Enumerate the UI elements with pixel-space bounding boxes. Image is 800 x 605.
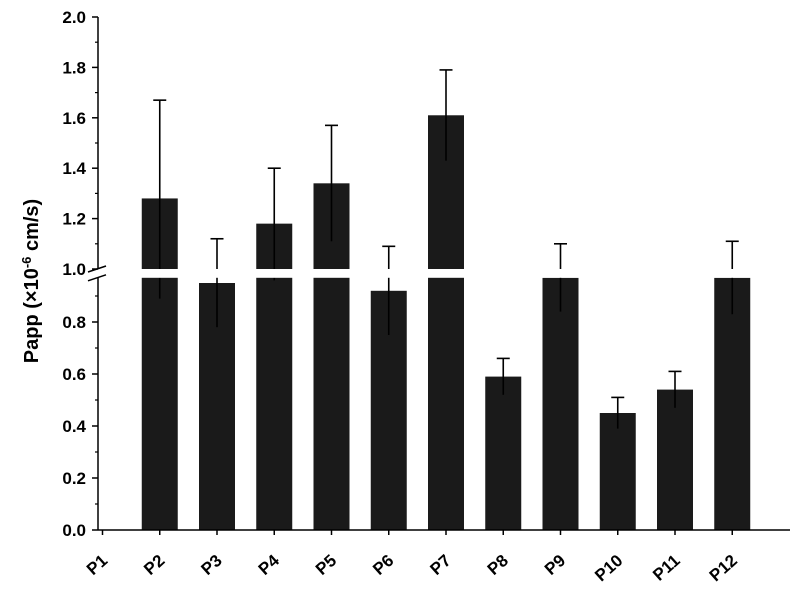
x-tick-label-P1: P1: [83, 551, 111, 579]
x-tick-label-P4: P4: [255, 550, 284, 578]
y-tick-label-1.4: 1.4: [62, 159, 86, 178]
x-tick-label-P8: P8: [484, 551, 512, 579]
axis-break-band: [86, 269, 790, 278]
x-ticks-group: P1 P2 P3 P4 P5 P6 P7 P8 P9 P10 P11 P12: [83, 550, 741, 585]
y-tick-label-1.8: 1.8: [62, 58, 86, 77]
bars-group: [141, 115, 751, 530]
y-tick-label-0.6: 0.6: [62, 365, 86, 384]
axis-break-mark-bottom: [87, 274, 107, 282]
y-axis-title-prefix: Papp (×10: [21, 268, 43, 363]
bar-P7: [428, 115, 464, 530]
bar-P11: [657, 389, 693, 530]
x-tick-label-P5: P5: [312, 551, 340, 579]
bar-P10: [599, 413, 636, 530]
y-tick-label-0.8: 0.8: [62, 313, 86, 332]
y-tick-label-1.6: 1.6: [62, 109, 86, 128]
x-tick-label-P7: P7: [427, 551, 455, 579]
bar-P12: [714, 277, 751, 530]
x-tick-label-P12: P12: [706, 551, 741, 585]
y-ticks-group: 0.0 0.2 0.4 0.6 0.8 1.0 1.2 1.4 1.6 1.8 2.0: [62, 8, 98, 540]
y-tick-label-0.0: 0.0: [62, 521, 86, 540]
y-axis-title-suffix: cm/s): [21, 199, 43, 257]
x-tick-label-P11: P11: [649, 551, 683, 585]
y-tick-label-2.0: 2.0: [62, 8, 86, 27]
y-axis-title: Papp (×10-6 cm/s): [19, 199, 44, 363]
x-tick-label-P3: P3: [198, 551, 226, 579]
y-tick-label-0.2: 0.2: [62, 469, 86, 488]
y-tick-label-1.2: 1.2: [62, 210, 86, 229]
y-axis-title-exponent: -6: [19, 257, 34, 269]
x-tick-label-P6: P6: [369, 551, 397, 579]
bar-P9: [542, 277, 579, 530]
y-tick-label-1.0: 1.0: [62, 260, 86, 279]
x-tick-label-P2: P2: [140, 551, 168, 579]
bar-P8: [485, 376, 522, 530]
y-tick-label-0.4: 0.4: [62, 417, 86, 436]
x-tick-label-P9: P9: [541, 551, 569, 579]
x-tick-label-P10: P10: [591, 551, 626, 585]
